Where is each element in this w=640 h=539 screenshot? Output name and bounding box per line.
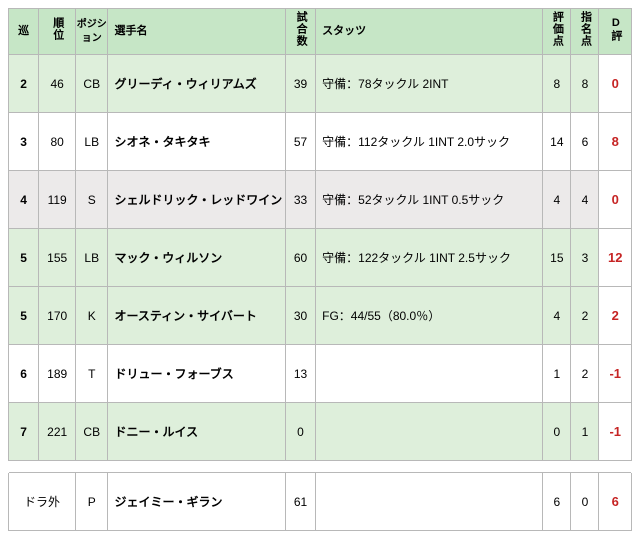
cell-games: 39 [285,55,315,113]
cell-d-eval: -1 [599,345,632,403]
cell-stats [316,403,543,461]
cell-pick: 189 [39,345,76,403]
cell-games: 0 [285,403,315,461]
cell-round: 4 [9,171,39,229]
cell-draft-pt: 8 [571,55,599,113]
cell-round: 5 [9,229,39,287]
cell-stats: 守備：112タックル 1INT 2.0サック [316,113,543,171]
col-games: 試合数 [285,9,315,55]
cell-position: T [76,345,108,403]
cell-name: シェルドリック・レッドワイン [108,171,285,229]
cell-eval: 6 [543,473,571,531]
cell-position: S [76,171,108,229]
cell-name: ドニー・ルイス [108,403,285,461]
cell-stats: 守備：122タックル 1INT 2.5サック [316,229,543,287]
cell-d-eval: 12 [599,229,632,287]
cell-round: 7 [9,403,39,461]
col-eval: 評価点 [543,9,571,55]
cell-name: ドリュー・フォーブス [108,345,285,403]
col-draft-pt: 指名点 [571,9,599,55]
col-position: ポジション [76,9,108,55]
cell-round: 3 [9,113,39,171]
cell-name: ジェイミー・ギラン [108,473,285,531]
cell-d-eval: 6 [599,473,632,531]
table-body: 246CBグリーディ・ウィリアムズ39守備：78タックル 2INT880380L… [9,55,632,531]
cell-eval: 0 [543,403,571,461]
cell-position: K [76,287,108,345]
cell-eval: 15 [543,229,571,287]
cell-games: 61 [285,473,315,531]
cell-position: CB [76,55,108,113]
table-row: 6189Tドリュー・フォーブス13 12-1 [9,345,632,403]
cell-games: 13 [285,345,315,403]
draft-results-table: 巡 順位 ポジション 選手名 試合数 スタッツ 評価点 指名点 D評 246CB… [8,8,632,531]
cell-d-eval: -1 [599,403,632,461]
cell-eval: 4 [543,287,571,345]
cell-pick: 170 [39,287,76,345]
col-d-eval: D評 [599,9,632,55]
cell-games: 60 [285,229,315,287]
cell-d-eval: 0 [599,171,632,229]
cell-round: 6 [9,345,39,403]
col-pick: 順位 [39,9,76,55]
cell-stats [316,473,543,531]
gap-row [9,461,632,473]
cell-position: P [76,473,108,531]
cell-pick: 46 [39,55,76,113]
cell-draft-pt: 3 [571,229,599,287]
cell-pick: 155 [39,229,76,287]
table-row: ドラ外Pジェイミー・ギラン61 606 [9,473,632,531]
cell-eval: 8 [543,55,571,113]
cell-stats: 守備：78タックル 2INT [316,55,543,113]
cell-stats [316,345,543,403]
cell-eval: 1 [543,345,571,403]
cell-draft-pt: 4 [571,171,599,229]
cell-games: 57 [285,113,315,171]
cell-position: LB [76,113,108,171]
cell-draft-pt: 0 [571,473,599,531]
cell-eval: 4 [543,171,571,229]
col-name: 選手名 [108,9,285,55]
cell-position: LB [76,229,108,287]
cell-round: ドラ外 [9,473,76,531]
cell-stats: 守備：52タックル 1INT 0.5サック [316,171,543,229]
table-row: 5170Kオースティン・サイバート30FG：44/55（80.0％）422 [9,287,632,345]
cell-pick: 221 [39,403,76,461]
cell-draft-pt: 6 [571,113,599,171]
cell-eval: 14 [543,113,571,171]
cell-name: シオネ・タキタキ [108,113,285,171]
cell-position: CB [76,403,108,461]
table-row: 246CBグリーディ・ウィリアムズ39守備：78タックル 2INT880 [9,55,632,113]
table-row: 380LBシオネ・タキタキ57守備：112タックル 1INT 2.0サック146… [9,113,632,171]
cell-pick: 80 [39,113,76,171]
cell-name: マック・ウィルソン [108,229,285,287]
cell-round: 5 [9,287,39,345]
cell-round: 2 [9,55,39,113]
cell-games: 33 [285,171,315,229]
cell-draft-pt: 1 [571,403,599,461]
cell-games: 30 [285,287,315,345]
cell-d-eval: 8 [599,113,632,171]
cell-pick: 119 [39,171,76,229]
cell-draft-pt: 2 [571,345,599,403]
cell-name: グリーディ・ウィリアムズ [108,55,285,113]
table-header-row: 巡 順位 ポジション 選手名 試合数 スタッツ 評価点 指名点 D評 [9,9,632,55]
cell-stats: FG：44/55（80.0％） [316,287,543,345]
table-row: 7221CBドニー・ルイス001-1 [9,403,632,461]
cell-name: オースティン・サイバート [108,287,285,345]
cell-draft-pt: 2 [571,287,599,345]
col-round: 巡 [9,9,39,55]
table-row: 4119Sシェルドリック・レッドワイン33守備：52タックル 1INT 0.5サ… [9,171,632,229]
cell-d-eval: 0 [599,55,632,113]
table-row: 5155LBマック・ウィルソン60守備：122タックル 1INT 2.5サック1… [9,229,632,287]
cell-d-eval: 2 [599,287,632,345]
col-stats: スタッツ [316,9,543,55]
